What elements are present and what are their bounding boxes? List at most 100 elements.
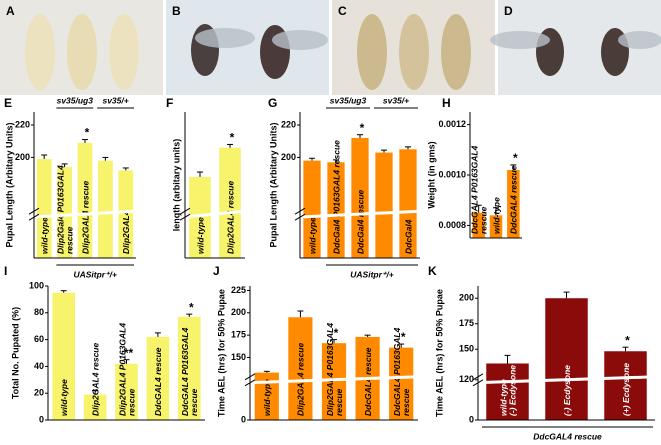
category-label: wild-type [498, 379, 508, 416]
y-tick-label: 0.0012 [438, 119, 466, 129]
category-label: rescue [334, 388, 344, 416]
category-label: DdcGAL4 rescue [509, 165, 519, 234]
panel-letter: I [4, 264, 7, 278]
panel-letter: C [338, 4, 347, 18]
category-label: wild-type [195, 217, 205, 254]
bar [351, 137, 369, 258]
group-label: sv35/+ [102, 95, 128, 105]
significance: * [334, 326, 339, 340]
group-label: sv35/+ [383, 95, 409, 105]
y-tick-label: 0 [469, 414, 474, 424]
bar [303, 160, 321, 258]
category-label: Dlip2GAL4 rescue [225, 181, 235, 254]
y-tick-label: 175 [231, 330, 246, 340]
y-tick-label: 220 [281, 119, 296, 129]
y-tick-label: 0.0010 [438, 169, 466, 179]
group-label: sv35/ug3 [330, 95, 367, 105]
y-tick-label: 200 [231, 307, 246, 317]
category-label: DdcGAL4 P0163GAL4 [180, 327, 190, 416]
category-label: rescue [401, 388, 411, 416]
category-label: wild-type [491, 197, 501, 234]
category-label: DdcGal4 P0163GAL4 rescue [331, 140, 341, 254]
bar [219, 147, 241, 258]
bar [486, 363, 529, 420]
significance: * [625, 333, 630, 347]
category-label: rescue [126, 388, 136, 416]
panel-letter: F [166, 96, 173, 110]
significance: ** [124, 346, 134, 360]
significance: * [189, 300, 194, 314]
category-label: wild-type [262, 379, 272, 416]
axis-break [244, 375, 419, 385]
bar [399, 149, 417, 258]
bar [545, 298, 588, 420]
y-tick-label: 120 [459, 374, 474, 384]
category-label: wild-type [39, 217, 49, 254]
y-axis-label: Time AEL (hrs) for 50% Pupae [216, 289, 226, 417]
significance: * [513, 151, 518, 165]
y-tick-label: 175 [459, 318, 474, 328]
bar [115, 363, 138, 420]
photo-a [0, 0, 163, 95]
category-label: DdcGAL4 P0163GAL4 [469, 145, 479, 234]
category-label: DdcGal4 [403, 219, 413, 254]
category-label: DdcGal4 rescue [355, 189, 365, 254]
significance: * [85, 126, 90, 140]
panel-letter: E [4, 96, 12, 110]
y-tick-label: 60 [34, 334, 44, 344]
category-label: Dlip2GAL4 P0163GAL4 [325, 323, 335, 416]
group-label: sv35/ug3 [57, 95, 94, 105]
bar [77, 142, 93, 258]
category-label: Dlip2GAL4 rescue [80, 181, 90, 254]
bar [489, 215, 503, 238]
category-label: wild-type [307, 217, 317, 254]
bar [321, 343, 347, 420]
y-tick-label: 225 [231, 285, 246, 295]
category-label: DdcGAL4 rescue [153, 347, 163, 416]
photo-d [490, 0, 661, 95]
category-label: Dlip2GAL4 rescue [296, 343, 306, 416]
bar [389, 347, 414, 420]
category-label: DdcGAL4 rescue [363, 347, 373, 416]
bar [83, 394, 107, 420]
panel-letter: G [268, 96, 277, 110]
significance: * [230, 131, 235, 145]
panel-letter: A [6, 4, 15, 18]
y-tick-label: 200 [459, 293, 474, 303]
category-label: DdcGAL4 P0163GAL4 [392, 327, 402, 416]
x-axis-label: UASitpr⁺/+ [350, 269, 393, 279]
category-label: Dlip2GAL4 [121, 210, 131, 254]
y-tick-label: 200 [15, 152, 30, 162]
y-tick-label: 80 [34, 307, 44, 317]
category-label: rescue [64, 226, 74, 254]
category-label: Dlip2GAL4 rescue [90, 343, 100, 416]
category-label: rescue [478, 206, 488, 234]
category-label: (-) Ecdysone [507, 365, 517, 416]
y-axis-label: Time AEL (hrs) for 50% Pupae [434, 289, 444, 417]
axis-break [472, 375, 656, 385]
axis-break [28, 209, 137, 219]
x-axis-label: DdcGAL4 rescue [533, 431, 602, 441]
significance: * [360, 121, 365, 135]
axis-break [179, 209, 246, 219]
x-axis-label: UASitpr⁺/+ [73, 269, 116, 279]
y-axis-label: Pupal Length (Arbitary Units) [4, 122, 14, 247]
category-label: rescue [189, 388, 199, 416]
category-label: Dlip2GAL4 P0163GAL4 [117, 323, 127, 416]
bar [604, 351, 647, 420]
photo-c [332, 0, 495, 95]
bar [57, 167, 72, 258]
panel-letter: H [442, 96, 451, 110]
panel-letter: B [172, 4, 181, 18]
category-label: (+) Ecdysone [621, 363, 631, 416]
bar [98, 160, 113, 258]
category-label: wild-type [59, 379, 69, 416]
bar [52, 292, 76, 420]
y-tick-label: 150 [231, 352, 246, 362]
bar [118, 170, 134, 258]
y-tick-label: 0.0008 [438, 220, 466, 230]
y-tick-label: 150 [459, 344, 474, 354]
y-tick-label: 0 [39, 414, 44, 424]
y-tick-label: 40 [34, 361, 44, 371]
